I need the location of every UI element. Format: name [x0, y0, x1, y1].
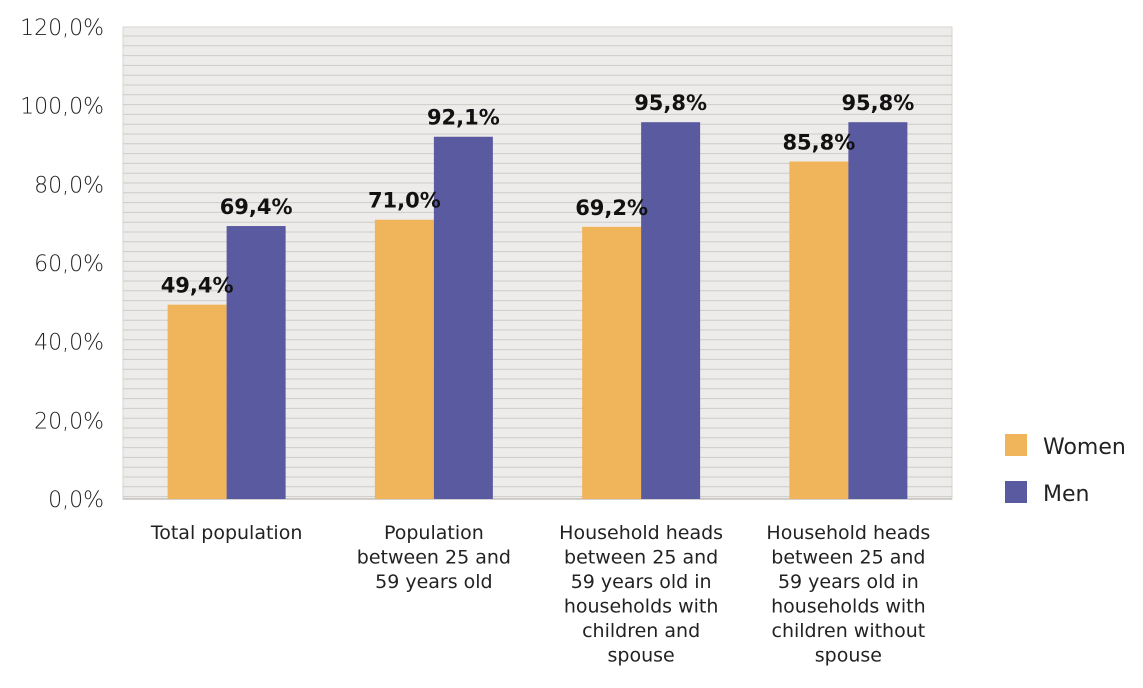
y-tick-label: 0,0% — [48, 488, 104, 513]
category-label: Total population — [150, 522, 303, 544]
category-label: Population between 25 and 59 years old — [357, 522, 511, 593]
legend-swatch-men — [1005, 481, 1027, 503]
category-labels: Total population Population between 25 and… — [150, 522, 930, 667]
y-tick-label: 100,0% — [20, 95, 104, 120]
y-tick-label: 20,0% — [34, 409, 104, 434]
bar-men — [848, 122, 908, 499]
data-label: 95,8% — [634, 91, 707, 115]
y-axis-ticks: 0,0% 20,0% 40,0% 60,0% 80,0% 100,0% 120,0% — [20, 16, 104, 513]
legend-label-women: Women — [1043, 435, 1126, 460]
data-label: 69,2% — [575, 196, 648, 220]
legend-swatch-women — [1005, 434, 1027, 456]
data-label: 85,8% — [782, 131, 855, 155]
data-label: 69,4% — [220, 195, 293, 219]
legend: Women Men — [1005, 434, 1126, 507]
bars — [167, 122, 908, 500]
bar-men — [226, 226, 286, 499]
data-label: 92,1% — [427, 106, 500, 130]
bar-women — [374, 219, 434, 499]
category-label: Household heads between 25 and 59 years ol… — [766, 522, 930, 667]
bar-men — [641, 122, 701, 499]
bar-women — [582, 226, 642, 499]
bar-women — [789, 161, 849, 499]
data-label: 95,8% — [841, 91, 914, 115]
bar-men — [433, 136, 493, 500]
bar-women — [167, 304, 227, 499]
y-tick-label: 80,0% — [34, 173, 104, 198]
data-labels: 49,4% 71,0% 69,2% 85,8% 69,4% 92,1% 95,8% 95,8% — [161, 91, 915, 298]
category-label: Household heads between 25 and 59 years ol… — [559, 522, 723, 667]
y-tick-label: 120,0% — [20, 16, 104, 41]
legend-label-men: Men — [1043, 482, 1089, 507]
data-label: 71,0% — [368, 189, 441, 213]
y-tick-label: 60,0% — [34, 252, 104, 277]
y-tick-label: 40,0% — [34, 331, 104, 356]
data-label: 49,4% — [161, 274, 234, 298]
